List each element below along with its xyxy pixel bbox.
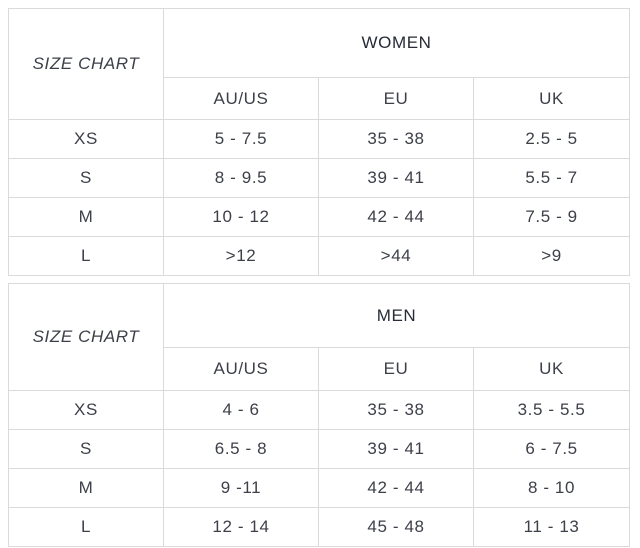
value-cell-auus: 4 - 6 bbox=[163, 390, 319, 430]
value-cell-uk: 2.5 - 5 bbox=[472, 119, 631, 159]
size-label-cell: XS bbox=[8, 390, 164, 430]
value-cell-uk: 3.5 - 5.5 bbox=[472, 390, 631, 430]
size-label-cell: M bbox=[8, 197, 164, 237]
women-column-header-row: AU/US EU UK bbox=[9, 77, 631, 120]
value-cell-eu: 42 - 44 bbox=[318, 197, 474, 237]
women-row-xs: XS 5 - 7.5 35 - 38 2.5 - 5 bbox=[8, 119, 631, 159]
men-column-header-row: AU/US EU UK bbox=[9, 347, 631, 391]
men-row-l: L 12 - 14 45 - 48 11 - 13 bbox=[8, 507, 631, 547]
value-cell-eu: 39 - 41 bbox=[318, 158, 474, 198]
size-label-cell: L bbox=[8, 507, 164, 547]
value-cell-uk: 8 - 10 bbox=[472, 468, 631, 508]
value-cell-auus: 6.5 - 8 bbox=[163, 429, 319, 469]
size-label-cell: L bbox=[8, 236, 164, 276]
value-cell-eu: 35 - 38 bbox=[318, 119, 474, 159]
women-row-m: M 10 - 12 42 - 44 7.5 - 9 bbox=[8, 197, 631, 237]
value-cell-eu: 42 - 44 bbox=[318, 468, 474, 508]
men-size-table: SIZE CHART MEN AU/US EU UK XS 4 - 6 35 -… bbox=[8, 283, 631, 547]
size-label-cell: M bbox=[8, 468, 164, 508]
men-column-header-auus: AU/US bbox=[163, 347, 319, 391]
women-size-chart-label: SIZE CHART bbox=[8, 8, 164, 120]
value-cell-auus: 5 - 7.5 bbox=[163, 119, 319, 159]
size-label-cell: XS bbox=[8, 119, 164, 159]
men-row-s: S 6.5 - 8 39 - 41 6 - 7.5 bbox=[8, 429, 631, 469]
men-header-row: SIZE CHART MEN bbox=[8, 283, 631, 391]
men-column-header-uk: UK bbox=[472, 347, 631, 391]
value-cell-eu: 39 - 41 bbox=[318, 429, 474, 469]
value-cell-eu: 35 - 38 bbox=[318, 390, 474, 430]
size-label-cell: S bbox=[8, 158, 164, 198]
women-row-l: L >12 >44 >9 bbox=[8, 236, 631, 276]
table-gap bbox=[8, 276, 629, 283]
value-cell-uk: 6 - 7.5 bbox=[472, 429, 631, 469]
size-label-cell: S bbox=[8, 429, 164, 469]
value-cell-auus: 9 -11 bbox=[163, 468, 319, 508]
women-group-header: WOMEN bbox=[162, 8, 631, 78]
men-row-xs: XS 4 - 6 35 - 38 3.5 - 5.5 bbox=[8, 390, 631, 430]
value-cell-auus: 10 - 12 bbox=[163, 197, 319, 237]
women-header-row: SIZE CHART WOMEN bbox=[8, 8, 631, 120]
women-column-header-auus: AU/US bbox=[163, 77, 319, 120]
value-cell-eu: >44 bbox=[318, 236, 474, 276]
value-cell-auus: 12 - 14 bbox=[163, 507, 319, 547]
men-size-chart-label: SIZE CHART bbox=[8, 283, 164, 391]
value-cell-uk: 5.5 - 7 bbox=[472, 158, 631, 198]
men-group-header: MEN bbox=[162, 283, 631, 348]
value-cell-uk: 11 - 13 bbox=[472, 507, 631, 547]
men-row-m: M 9 -11 42 - 44 8 - 10 bbox=[8, 468, 631, 508]
women-column-header-uk: UK bbox=[472, 77, 631, 120]
value-cell-eu: 45 - 48 bbox=[318, 507, 474, 547]
women-size-table: SIZE CHART WOMEN AU/US EU UK XS 5 - 7.5 … bbox=[8, 8, 631, 276]
size-chart-container: SIZE CHART WOMEN AU/US EU UK XS 5 - 7.5 … bbox=[8, 8, 631, 547]
women-row-s: S 8 - 9.5 39 - 41 5.5 - 7 bbox=[8, 158, 631, 198]
value-cell-uk: 7.5 - 9 bbox=[472, 197, 631, 237]
value-cell-auus: >12 bbox=[163, 236, 319, 276]
value-cell-uk: >9 bbox=[472, 236, 631, 276]
men-column-header-eu: EU bbox=[318, 347, 474, 391]
women-column-header-eu: EU bbox=[318, 77, 474, 120]
value-cell-auus: 8 - 9.5 bbox=[163, 158, 319, 198]
